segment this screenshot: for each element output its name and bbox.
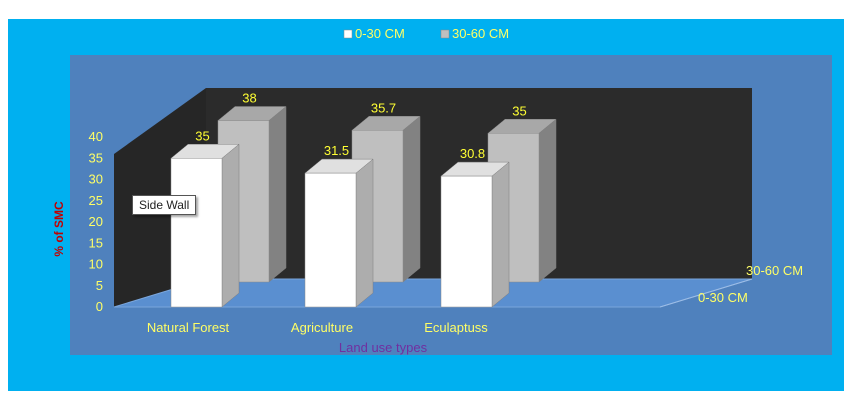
y-tick-label: 0: [96, 299, 103, 314]
y-tick-label: 25: [89, 193, 103, 208]
legend-label-30-60-cm: 30-60 CM: [452, 26, 509, 41]
bar-30-60-cm-agriculture: [351, 115, 421, 283]
series-axis-label-0-30-cm: 0-30 CM: [698, 290, 748, 305]
data-label-0-30-cm-eculaptuss: 30.8: [460, 146, 485, 161]
chart-area: 0 5 10 15 20 25 30 35 40 38 35.7 35 35 31.5 30.8 Natura…: [8, 19, 844, 391]
y-tick-label: 20: [89, 214, 103, 229]
series-axis-label-30-60-cm: 30-60 CM: [746, 263, 803, 278]
side-wall-tooltip: Side Wall: [132, 195, 197, 215]
legend-label-0-30-cm: 0-30 CM: [355, 26, 405, 41]
data-label-30-60-cm-eculaptuss: 35: [512, 103, 526, 118]
category-label-natural-forest: Natural Forest: [147, 320, 230, 335]
bar-0-30-cm-eculaptuss: [440, 161, 510, 308]
y-axis-title: % of SMC: [52, 201, 66, 257]
bar-0-30-cm-natural-forest: [170, 143, 240, 308]
legend-swatch-0-30-cm: [343, 29, 353, 39]
category-label-eculaptuss: Eculaptuss: [424, 320, 488, 335]
bar-0-30-cm-agriculture: [304, 158, 374, 308]
y-tick-label: 10: [89, 257, 103, 272]
y-tick-label: 40: [89, 129, 103, 144]
legend-swatch-30-60-cm: [440, 29, 450, 39]
x-axis-title: Land use types: [339, 340, 428, 355]
data-label-0-30-cm-natural-forest: 35: [195, 128, 209, 143]
y-tick-label: 5: [96, 278, 103, 293]
data-label-30-60-cm-agriculture: 35.7: [371, 100, 396, 115]
floor-edge-line: [659, 278, 753, 308]
chart-svg: 0 5 10 15 20 25 30 35 40 38 35.7 35 35 31.5 30.8 Natura…: [52, 26, 832, 355]
y-tick-label: 30: [89, 172, 103, 187]
category-label-agriculture: Agriculture: [291, 320, 353, 335]
legend: 0-30 CM 30-60 CM: [343, 26, 509, 41]
data-label-0-30-cm-agriculture: 31.5: [324, 143, 349, 158]
y-tick-label: 35: [89, 150, 103, 165]
y-tick-label: 15: [89, 235, 103, 250]
data-label-30-60-cm-natural-forest: 38: [242, 91, 256, 106]
